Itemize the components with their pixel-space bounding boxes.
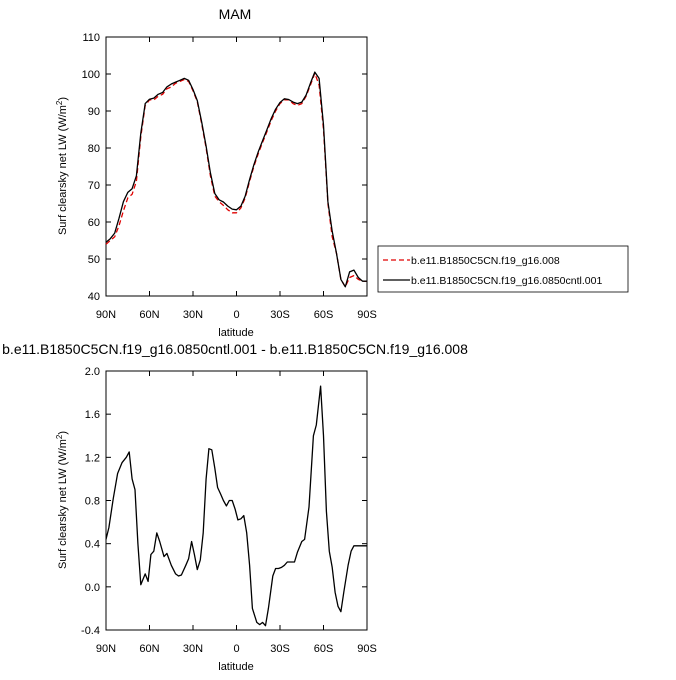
top-chart-title: MAM [219,6,252,22]
top-plot-frame [105,36,368,297]
bottom-y-label-sup: 2 [55,434,64,439]
bottom-y-label-close: ) [57,431,69,435]
top-legend: b.e11.B1850C5CN.f19_g16.008 b.e11.B1850C… [377,245,629,293]
bottom-x-tick-label: 90N [96,643,116,655]
top-y-tick-label: 60 [88,217,100,229]
top-y-tick-label: 50 [88,254,100,266]
bottom-y-tick-label: 0.4 [85,539,100,551]
legend-label-cntl: b.e11.B1850C5CN.f19_g16.0850cntl.001 [411,275,602,287]
legend-label-exp: b.e11.B1850C5CN.f19_g16.008 [411,255,560,267]
bottom-panel: b.e11.B1850C5CN.f19_g16.0850cntl.001 - b… [2,341,468,673]
bottom-y-label-main: Surf clearsky net LW (W/m [57,439,69,569]
top-y-tick-label: 70 [88,180,100,192]
bottom-x-tick-label: 60N [139,643,159,655]
bottom-x-tick-label: 0 [233,643,239,655]
bottom-chart-title: b.e11.B1850C5CN.f19_g16.0850cntl.001 - b… [2,341,468,357]
bottom-x-tick-label: 90S [357,643,377,655]
top-x-tick-label: 60S [314,309,334,321]
top-y-tick-label: 80 [88,143,100,155]
top-x-tick-label: 30N [183,309,203,321]
bottom-x-tick-label: 30S [270,643,290,655]
bottom-y-tick-label: 0.0 [85,582,100,594]
bottom-y-tick-label: -0.4 [81,625,100,637]
top-y-tick-label: 90 [88,106,100,118]
top-x-tick-label: 30S [270,309,290,321]
bottom-y-tick-label: 2.0 [85,366,100,378]
bottom-x-tick-label: 30N [183,643,203,655]
top-y-label-sup: 2 [55,100,64,105]
top-x-axis-label: latitude [218,327,253,339]
top-x-tick-label: 60N [139,309,159,321]
top-series-line-1 [105,71,367,288]
bottom-y-tick-label: 0.8 [85,496,100,508]
top-y-tick-label: 100 [82,69,100,81]
top-x-tick-label: 0 [233,309,239,321]
top-plot-area: 90N 60N 30N 0 30S 60S 90S 40 50 60 70 80 90 100 110 [82,32,377,321]
bottom-series-line-0 [105,385,367,627]
bottom-y-tick-label: 1.6 [85,409,100,421]
top-x-tick-label: 90S [357,309,377,321]
top-panel: MAM 90N 60N 30N 0 30S 60S 90S 40 50 60 70 80 90 100 11… [55,6,629,339]
top-y-axis-label: Surf clearsky net LW (W/m2) [55,97,69,235]
top-y-label-close: ) [57,97,69,101]
bottom-x-tick-label: 60S [314,643,334,655]
top-y-label-main: Surf clearsky net LW (W/m [57,105,69,235]
top-x-tick-label: 90N [96,309,116,321]
bottom-x-axis-label: latitude [218,661,253,673]
bottom-plot-frame [105,370,368,631]
top-y-tick-label: 40 [88,291,100,303]
bottom-y-tick-label: 1.2 [85,452,100,464]
bottom-y-axis-label: Surf clearsky net LW (W/m2) [55,431,69,569]
legend-box [377,245,629,293]
bottom-plot-area: 90N 60N 30N 0 30S 60S 90S -0.4 0.0 0.4 0.8 1.2 1.6 2.… [81,366,377,655]
top-y-tick-label: 110 [82,32,100,44]
